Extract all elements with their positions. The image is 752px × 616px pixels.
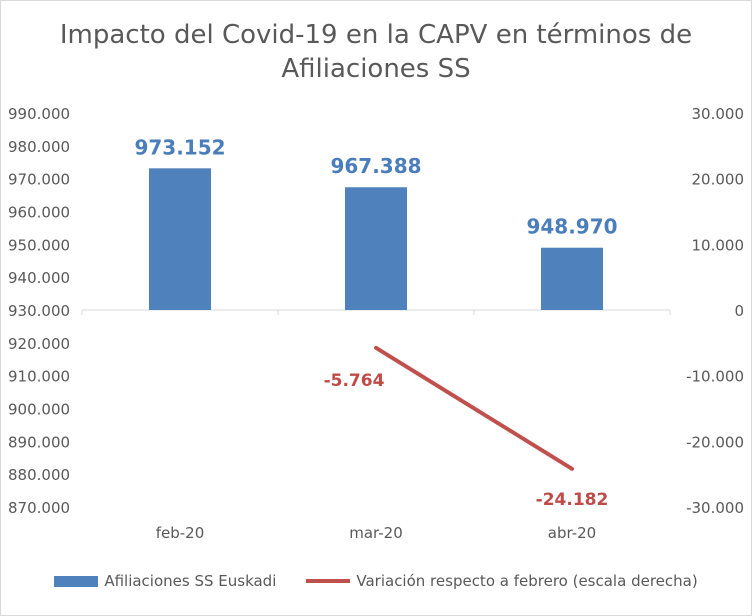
x-category-label: abr-20 bbox=[548, 524, 596, 542]
y-right-tick-label: -10.000 bbox=[686, 368, 744, 386]
y-right-tick-label: -30.000 bbox=[686, 499, 744, 517]
y-right-tick-label: -20.000 bbox=[686, 433, 744, 451]
bar bbox=[149, 168, 211, 310]
y-right-tick-label: 20.000 bbox=[692, 171, 745, 189]
x-category-label: mar-20 bbox=[349, 524, 403, 542]
chart-title-text: Impacto del Covid-19 en la CAPV en térmi… bbox=[59, 20, 693, 84]
y-left-tick-label: 890.000 bbox=[8, 433, 70, 451]
y-left-tick-label: 990.000 bbox=[8, 105, 70, 123]
legend-label-bars: Afiliaciones SS Euskadi bbox=[104, 572, 277, 590]
y-right-tick-label: 10.000 bbox=[692, 236, 745, 254]
y-right-tick-label: 30.000 bbox=[692, 105, 745, 123]
variation-line bbox=[374, 345, 574, 471]
x-category-label: feb-20 bbox=[156, 524, 205, 542]
chart-title: Impacto del Covid-19 en la CAPV en térmi… bbox=[0, 18, 752, 86]
bar bbox=[345, 187, 407, 310]
bar-data-label: 973.152 bbox=[134, 135, 225, 159]
y-left-tick-label: 870.000 bbox=[8, 499, 70, 517]
y-left-tick-label: 930.000 bbox=[8, 302, 70, 320]
legend-label-line: Variación respecto a febrero (escala der… bbox=[356, 572, 698, 590]
chart-legend: Afiliaciones SS Euskadi Variación respec… bbox=[0, 572, 752, 590]
legend-swatch-line bbox=[306, 579, 351, 583]
line-data-label: -5.764 bbox=[324, 371, 385, 391]
legend-swatch-bars bbox=[54, 575, 99, 587]
y-left-tick-label: 920.000 bbox=[8, 335, 70, 353]
y-left-tick-label: 880.000 bbox=[8, 466, 70, 484]
y-left-tick-label: 980.000 bbox=[8, 138, 70, 156]
y-left-tick-label: 910.000 bbox=[8, 368, 70, 386]
line-data-label: -24.182 bbox=[536, 490, 609, 510]
y-left-tick-label: 900.000 bbox=[8, 401, 70, 419]
legend-item-line: Variación respecto a febrero (escala der… bbox=[306, 572, 698, 590]
y-left-tick-label: 940.000 bbox=[8, 269, 70, 287]
y-right-tick-label: 0 bbox=[734, 302, 744, 320]
legend-item-bars: Afiliaciones SS Euskadi bbox=[54, 572, 276, 590]
y-left-tick-label: 960.000 bbox=[8, 204, 70, 222]
y-left-tick-label: 950.000 bbox=[8, 236, 70, 254]
bar-data-label: 967.388 bbox=[330, 154, 421, 178]
bar bbox=[541, 247, 603, 310]
y-left-tick-label: 970.000 bbox=[8, 171, 70, 189]
bar-data-label: 948.970 bbox=[526, 215, 617, 239]
